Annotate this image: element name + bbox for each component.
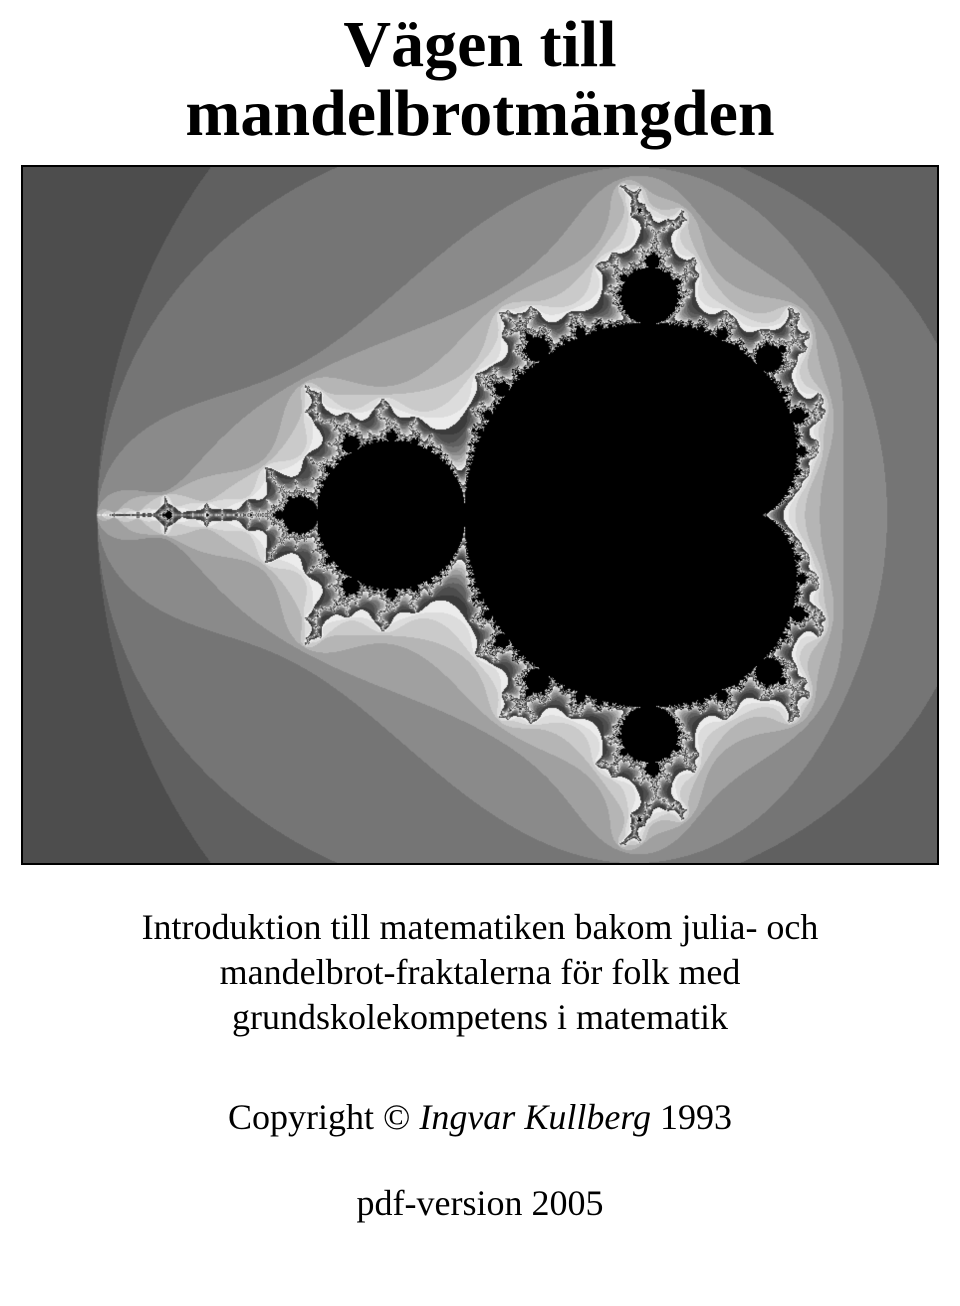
page-title: Vägen till mandelbrotmängden bbox=[185, 10, 774, 149]
mandelbrot-figure bbox=[21, 165, 939, 865]
copyright-line: Copyright © Ingvar Kullberg 1993 bbox=[228, 1096, 732, 1138]
version-line: pdf-version 2005 bbox=[357, 1182, 604, 1224]
copyright-author: Ingvar Kullberg bbox=[419, 1097, 651, 1137]
mandelbrot-canvas bbox=[23, 167, 937, 863]
title-line-2: mandelbrotmängden bbox=[185, 79, 774, 148]
subtitle-text: Introduktion till matematiken bakom juli… bbox=[80, 905, 880, 1040]
copyright-prefix: Copyright © bbox=[228, 1097, 419, 1137]
title-line-1: Vägen till bbox=[185, 10, 774, 79]
copyright-year: 1993 bbox=[651, 1097, 732, 1137]
